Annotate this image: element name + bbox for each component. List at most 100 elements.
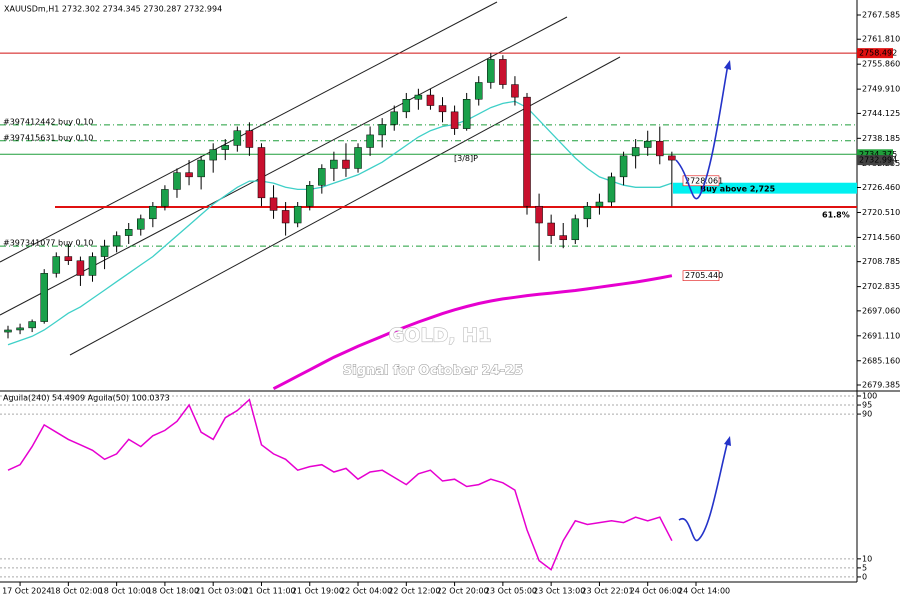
candle-body [511, 84, 519, 98]
ma-slow [272, 274, 673, 391]
candle-body [16, 327, 24, 331]
candle-body [185, 172, 193, 178]
price-tag [857, 48, 893, 59]
chart-title: GOLD, H1 [389, 325, 492, 347]
candle-body [583, 205, 592, 220]
candle-body [450, 111, 459, 129]
candle-body [293, 205, 302, 224]
buy-zone-label: Buy above 2,725 [700, 185, 776, 194]
candle-body [221, 145, 230, 150]
y-tick-label: 2761.810 [862, 35, 900, 44]
y-tick-label: 2726.460 [862, 183, 900, 192]
candle-body [523, 96, 531, 207]
candle-body [571, 218, 580, 241]
candle-body [595, 201, 604, 207]
x-tick-label: 24 Oct 14:00 [678, 587, 730, 596]
candle-body [269, 197, 278, 211]
candle-body [100, 245, 109, 257]
candle-body [245, 130, 254, 148]
candle-body [378, 124, 386, 136]
price-tag [857, 149, 893, 160]
candle-body [112, 235, 121, 247]
candle-body [474, 82, 483, 100]
order-label: #397412442 buy 0.10 [3, 117, 93, 126]
y-tick-label: 2738.185 [862, 134, 900, 143]
x-tick-label: 23 Oct 05:00 [485, 587, 537, 596]
candle-body [137, 218, 145, 230]
x-tick-label: 21 Oct 19:00 [292, 587, 344, 596]
candle-body [643, 140, 652, 148]
candle-body [40, 273, 48, 322]
candle-body [233, 130, 242, 146]
candle-body [52, 256, 61, 274]
y-tick-label: 2691.110 [862, 331, 900, 340]
candle-body [656, 140, 664, 157]
price-tag [857, 155, 893, 166]
buy-zone [673, 182, 857, 194]
candle-body [318, 168, 326, 186]
projection-arrow [678, 439, 729, 542]
y-tick-label: 2708.785 [862, 257, 900, 266]
y-tick-label: 2685.160 [862, 356, 900, 365]
candle-body [499, 59, 507, 85]
arrow-head [724, 436, 731, 446]
candle-body [88, 256, 97, 276]
candle-body [28, 321, 36, 329]
x-tick-label: 24 Oct 06:00 [630, 587, 682, 596]
y-tick-label: 95 [862, 401, 872, 410]
candle-body [330, 159, 338, 169]
candle-body [402, 99, 411, 113]
candle-body [354, 147, 362, 169]
candle-body [547, 222, 555, 236]
x-tick-label: 18 Oct 10:00 [99, 587, 151, 596]
candle-body [161, 189, 169, 207]
price-tag-label: 2705.440 [685, 271, 723, 280]
candle-body [390, 111, 398, 125]
y-tick-label: 2679.385 [862, 380, 900, 389]
x-tick-label: 23 Oct 22:01 [581, 587, 633, 596]
y-tick-label: 2767.585 [862, 10, 900, 19]
candle-body [197, 159, 205, 178]
x-tick-label: 23 Oct 13:00 [533, 587, 585, 596]
y-tick-label: 5 [862, 563, 867, 572]
price-tag-label: 2732.994 [859, 156, 897, 165]
y-tick-label: 2720.510 [862, 208, 900, 217]
arrow-head [724, 60, 731, 70]
plot-background [0, 0, 857, 582]
support-label: 61.8% [822, 211, 850, 220]
y-tick-label: 90 [862, 410, 872, 419]
candle-body [462, 99, 471, 129]
candle-body [438, 105, 447, 113]
price-tag-label: 2758.492 [859, 49, 897, 58]
y-tick-label: 0 [862, 572, 867, 581]
order-label: #397341077 buy 0.10 [3, 239, 93, 248]
candle-body [487, 59, 495, 83]
candle-body [619, 155, 628, 178]
candle-body [257, 147, 266, 199]
y-tick-label: 2697.060 [862, 306, 900, 315]
x-tick-label: 22 Oct 12:00 [388, 587, 440, 596]
y-tick-label: 2714.560 [862, 233, 900, 242]
x-tick-label: 22 Oct 20:00 [437, 587, 489, 596]
y-tick-label: 2755.860 [862, 60, 900, 69]
candle-body [76, 260, 85, 276]
x-tick-label: 17 Oct 2024 [2, 587, 51, 596]
murray-label: [3/8]P [454, 154, 478, 163]
order-label: #397415631 buy 0.10 [3, 133, 93, 142]
ma-fast [7, 100, 673, 346]
candle-body [209, 149, 217, 161]
indicator-label: Aguila(240) 54.4909 Aguila(50) 100.0373 [3, 394, 170, 403]
candle-body [4, 329, 12, 333]
chart-subtitle: Signal for October 24-25 [343, 364, 523, 379]
candle-body [149, 205, 157, 220]
candle-body [631, 147, 640, 157]
candle-body [306, 184, 314, 207]
price-tag-label: 2728.061 [685, 176, 723, 185]
candle-body [426, 94, 435, 106]
y-tick-label: 100 [862, 391, 877, 400]
x-tick-label: 21 Oct 03:00 [195, 587, 247, 596]
x-tick-label: 18 Oct 18:00 [147, 587, 199, 596]
candle-body [414, 94, 423, 100]
price-tag [682, 175, 720, 187]
y-tick-label: 2749.910 [862, 85, 900, 94]
